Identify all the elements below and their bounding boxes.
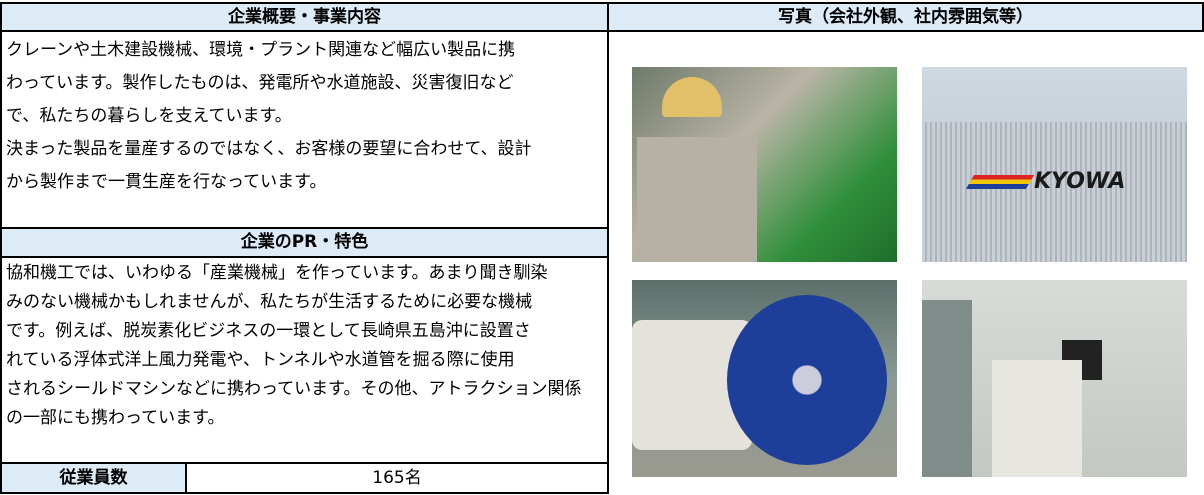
- photo-machine: [632, 280, 897, 477]
- sign-text: KYOWA: [1034, 169, 1126, 194]
- worker: [637, 137, 757, 262]
- employees-label: 従業員数: [0, 462, 187, 494]
- pr-body: 協和機工では、いわゆる「産業機械」を作っています。あまり聞き馴染 みのない機械かも…: [0, 256, 609, 464]
- pr-title: 企業のPR・特色: [0, 227, 609, 258]
- text-line: で、私たちの暮らしを支えています。: [6, 106, 292, 126]
- helmet: [662, 77, 722, 117]
- text-line: されるシールドマシンなどに携わっています。その他、アトラクション関係: [6, 379, 582, 399]
- text-line: みのない機械かもしれませんが、私たちが生活するために必要な機械: [6, 292, 533, 312]
- overview-body: クレーンや土木建設機械、環境・プラント関連など幅広い製品に携 わっています。製作し…: [0, 30, 609, 229]
- text-line: 決まった製品を量産するのではなく、お客様の要望に合わせて、設計: [6, 139, 532, 159]
- shelf: [922, 300, 972, 477]
- overview-title: 企業概要・事業内容: [0, 2, 609, 32]
- text-line: です。例えば、脱炭素化ビジネスの一環として長崎県五島沖に設置さ: [6, 321, 531, 341]
- photos-title: 写真（会社外観、社内雰囲気等）: [607, 2, 1204, 32]
- text-line: から製作まで一貫生産を行なっています。: [6, 172, 327, 192]
- employees-value: 165名: [185, 462, 609, 494]
- logo-stripes: [965, 175, 1035, 189]
- photo-exterior: KYOWA: [922, 67, 1187, 262]
- building-wall: [922, 122, 1187, 262]
- people: [992, 360, 1082, 477]
- text-line: 協和機工では、いわゆる「産業機械」を作っています。あまり聞き馴染: [6, 263, 548, 283]
- photo-office: [922, 280, 1187, 477]
- photo-worker: [632, 67, 897, 262]
- text-line: の一部にも携わっています。: [6, 408, 225, 428]
- text-line: クレーンや土木建設機械、環境・プラント関連など幅広い製品に携: [6, 40, 516, 60]
- cutter-head: [727, 295, 887, 465]
- text-line: れている浮体式洋上風力発電や、トンネルや水道管を掘る際に使用: [6, 350, 515, 370]
- text-line: わっています。製作したものは、発電所や水道施設、災害復旧など: [6, 73, 514, 93]
